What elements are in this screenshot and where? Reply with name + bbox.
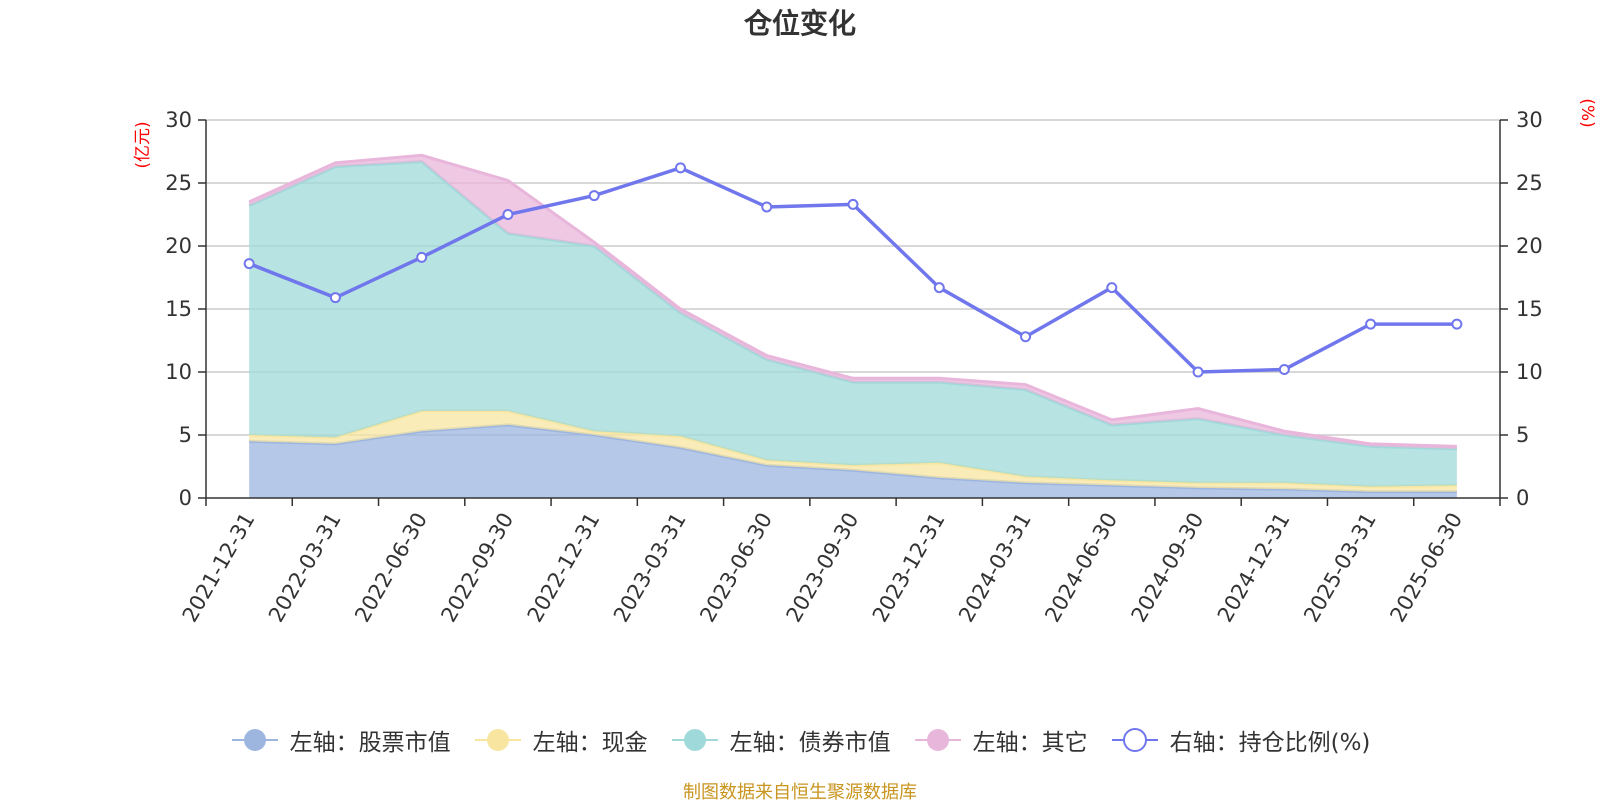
y-left-tick-label: 30 bbox=[165, 108, 192, 132]
x-tick-label: 2022-09-30 bbox=[436, 509, 518, 627]
y-left-tick-label: 0 bbox=[179, 486, 192, 510]
legend-line-marker-icon bbox=[1111, 728, 1158, 752]
line-point bbox=[761, 201, 773, 213]
area-左轴：股票市值 bbox=[249, 424, 1457, 498]
legend-item[interactable]: 左轴：债券市值 bbox=[670, 723, 891, 757]
line-point bbox=[1106, 282, 1118, 294]
y-left-tick-label: 20 bbox=[165, 234, 192, 258]
area-左轴：其它 bbox=[249, 155, 1457, 449]
legend-item[interactable]: 右轴：持仓比例(%) bbox=[1110, 723, 1371, 757]
line-point bbox=[1278, 363, 1290, 375]
y-right-tick-label: 20 bbox=[1516, 234, 1543, 258]
chart-title: 仓位变化 bbox=[743, 7, 856, 40]
y-right-tick-label: 0 bbox=[1516, 486, 1529, 510]
y-right-tick-label: 15 bbox=[1516, 297, 1543, 321]
ratio-line bbox=[243, 162, 1463, 378]
legend-area-marker-icon bbox=[914, 729, 961, 751]
legend-label: 左轴：现金 bbox=[532, 730, 648, 756]
x-tick-label: 2022-12-31 bbox=[523, 509, 605, 627]
line-point bbox=[243, 258, 255, 270]
legend: 左轴：股票市值 左轴：现金 左轴：债券市值 左轴：其它 右轴：持仓比例(%) bbox=[0, 720, 1600, 760]
x-tick-label: 2024-12-31 bbox=[1213, 509, 1295, 627]
line-point bbox=[847, 198, 859, 210]
line-point bbox=[1365, 318, 1377, 330]
legend-item[interactable]: 左轴：现金 bbox=[473, 723, 648, 757]
y-left-tick-label: 15 bbox=[165, 297, 192, 321]
x-tick-label: 2022-06-30 bbox=[350, 508, 432, 626]
x-tick-label: 2023-03-31 bbox=[609, 509, 691, 627]
line-point bbox=[933, 282, 945, 294]
legend-item[interactable]: 左轴：股票市值 bbox=[230, 723, 451, 757]
line-point bbox=[674, 162, 686, 174]
legend-label: 左轴：其它 bbox=[972, 730, 1088, 756]
x-tick-label: 2023-09-30 bbox=[782, 509, 864, 627]
y-left-tick-label: 25 bbox=[165, 171, 192, 195]
y-right-tick-label: 25 bbox=[1516, 171, 1543, 195]
legend-area-marker-icon bbox=[231, 729, 278, 751]
line-point bbox=[416, 251, 428, 263]
x-tick-label: 2021-12-31 bbox=[178, 509, 260, 627]
legend-area-marker-icon bbox=[671, 729, 718, 751]
line-point bbox=[329, 292, 341, 304]
y-right-tick-label: 10 bbox=[1516, 360, 1543, 384]
stacked-areas bbox=[248, 153, 1457, 498]
y-left-tick-label: 10 bbox=[165, 360, 192, 384]
line-point bbox=[588, 190, 600, 202]
x-tick-label: 2024-09-30 bbox=[1127, 509, 1209, 627]
legend-label: 左轴：股票市值 bbox=[289, 730, 451, 756]
x-tick-label: 2024-06-30 bbox=[1040, 509, 1122, 627]
line-point bbox=[1192, 366, 1204, 378]
legend-label: 右轴：持仓比例(%) bbox=[1169, 730, 1371, 756]
area-edge-左轴：其它 bbox=[248, 153, 1457, 448]
x-tick-label: 2024-03-31 bbox=[954, 509, 1036, 627]
left-axis-unit: (亿元) bbox=[133, 121, 153, 168]
x-tick-label: 2022-03-31 bbox=[264, 509, 346, 627]
legend-item[interactable]: 左轴：其它 bbox=[913, 723, 1088, 757]
legend-area-marker-icon bbox=[474, 729, 521, 751]
legend-label: 左轴：债券市值 bbox=[729, 730, 891, 756]
source-note: 制图数据来自恒生聚源数据库 bbox=[683, 782, 917, 803]
line-point bbox=[1451, 318, 1463, 330]
x-tick-label: 2025-06-30 bbox=[1385, 509, 1467, 627]
right-axis-unit: (%) bbox=[1577, 98, 1597, 127]
x-tick-label: 2023-12-31 bbox=[868, 508, 950, 626]
line-point bbox=[502, 209, 514, 220]
y-left-tick-label: 5 bbox=[179, 423, 192, 447]
area-左轴：债券市值 bbox=[249, 161, 1457, 487]
y-right-tick-label: 5 bbox=[1516, 423, 1529, 447]
x-tick-label: 2025-03-31 bbox=[1299, 509, 1381, 627]
x-tick-label: 2023-06-30 bbox=[695, 509, 777, 627]
y-right-tick-label: 30 bbox=[1516, 108, 1543, 132]
line-point bbox=[1020, 331, 1032, 343]
